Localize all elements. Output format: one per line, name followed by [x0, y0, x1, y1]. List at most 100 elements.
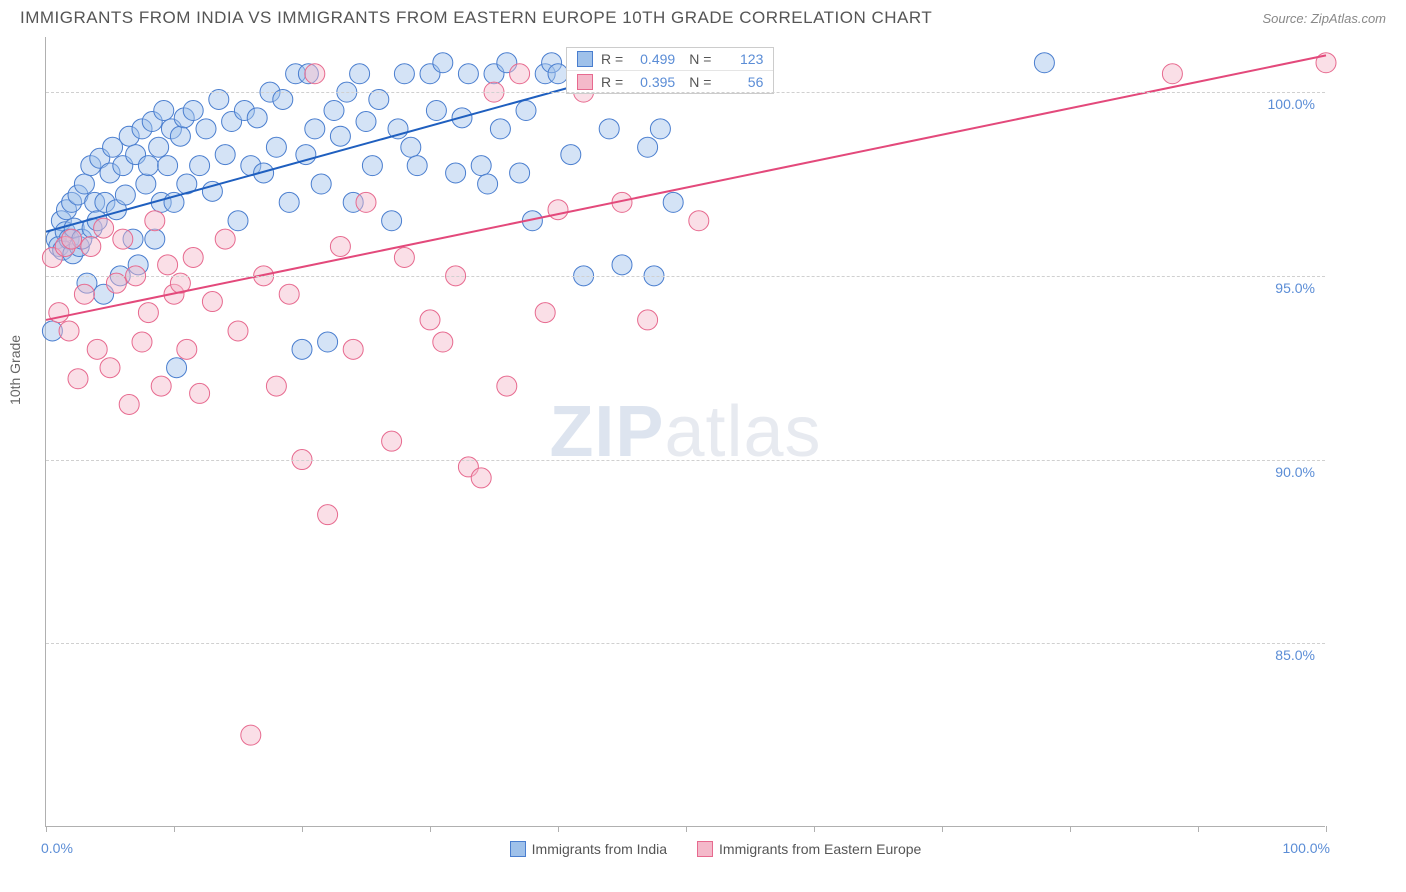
scatter-point	[612, 255, 632, 275]
scatter-point	[279, 284, 299, 304]
legend-item: Immigrants from Eastern Europe	[697, 841, 921, 857]
scatter-point	[433, 53, 453, 73]
y-axis-label: 10th Grade	[7, 335, 23, 405]
scatter-point	[497, 376, 517, 396]
scatter-point	[151, 376, 171, 396]
scatter-point	[426, 100, 446, 120]
legend-n-label: N =	[689, 51, 711, 67]
scatter-point	[382, 431, 402, 451]
scatter-svg	[46, 37, 1325, 826]
scatter-point	[1162, 64, 1182, 84]
scatter-point	[548, 64, 568, 84]
gridline	[46, 276, 1325, 277]
y-tick-label: 90.0%	[1275, 464, 1315, 480]
scatter-point	[356, 192, 376, 212]
x-tick	[46, 826, 47, 832]
legend-n-label: N =	[689, 74, 711, 90]
legend-row: R =0.499N =123	[567, 48, 773, 70]
scatter-point	[638, 137, 658, 157]
gridline	[46, 92, 1325, 93]
scatter-point	[305, 64, 325, 84]
scatter-point	[119, 394, 139, 414]
scatter-point	[490, 119, 510, 139]
x-tick	[1326, 826, 1327, 832]
scatter-point	[62, 229, 82, 249]
scatter-point	[266, 376, 286, 396]
y-tick-label: 95.0%	[1275, 280, 1315, 296]
source-label: Source: ZipAtlas.com	[1262, 11, 1386, 26]
scatter-point	[478, 174, 498, 194]
x-tick	[430, 826, 431, 832]
legend-r-label: R =	[601, 51, 623, 67]
scatter-point	[330, 236, 350, 256]
scatter-point	[115, 185, 135, 205]
scatter-point	[149, 137, 169, 157]
scatter-point	[158, 255, 178, 275]
legend-item: Immigrants from India	[510, 841, 667, 857]
scatter-point	[136, 174, 156, 194]
legend-swatch	[697, 841, 713, 857]
scatter-point	[138, 156, 158, 176]
scatter-point	[394, 247, 414, 267]
legend-r-value: 0.499	[631, 51, 675, 67]
scatter-point	[87, 339, 107, 359]
scatter-point	[228, 321, 248, 341]
scatter-point	[154, 100, 174, 120]
scatter-point	[446, 163, 466, 183]
chart-title: IMMIGRANTS FROM INDIA VS IMMIGRANTS FROM…	[20, 8, 932, 28]
scatter-point	[158, 156, 178, 176]
scatter-point	[247, 108, 267, 128]
scatter-point	[433, 332, 453, 352]
scatter-point	[689, 211, 709, 231]
scatter-point	[458, 64, 478, 84]
scatter-point	[356, 112, 376, 132]
scatter-point	[113, 229, 133, 249]
scatter-point	[266, 137, 286, 157]
regression-line	[46, 55, 1326, 320]
scatter-point	[183, 247, 203, 267]
gridline	[46, 460, 1325, 461]
x-tick	[558, 826, 559, 832]
scatter-point	[68, 369, 88, 389]
legend-row: R =0.395N =56	[567, 70, 773, 93]
scatter-point	[324, 100, 344, 120]
x-tick	[174, 826, 175, 832]
scatter-point	[420, 310, 440, 330]
scatter-point	[318, 332, 338, 352]
x-tick	[942, 826, 943, 832]
scatter-point	[279, 192, 299, 212]
legend-series-name: Immigrants from Eastern Europe	[719, 841, 921, 857]
scatter-point	[190, 156, 210, 176]
header: IMMIGRANTS FROM INDIA VS IMMIGRANTS FROM…	[0, 0, 1406, 32]
scatter-point	[241, 725, 261, 745]
scatter-point	[183, 100, 203, 120]
scatter-point	[510, 163, 530, 183]
scatter-point	[407, 156, 427, 176]
legend-r-label: R =	[601, 74, 623, 90]
scatter-point	[330, 126, 350, 146]
plot-area: ZIPatlas R =0.499N =123R =0.395N =56 85.…	[45, 37, 1325, 827]
scatter-point	[561, 145, 581, 165]
scatter-point	[177, 339, 197, 359]
legend-swatch	[577, 74, 593, 90]
scatter-point	[535, 303, 555, 323]
legend-r-value: 0.395	[631, 74, 675, 90]
x-tick	[686, 826, 687, 832]
scatter-point	[516, 100, 536, 120]
scatter-point	[343, 339, 363, 359]
scatter-point	[311, 174, 331, 194]
scatter-point	[138, 303, 158, 323]
scatter-point	[196, 119, 216, 139]
scatter-point	[100, 358, 120, 378]
scatter-point	[1034, 53, 1054, 73]
correlation-legend: R =0.499N =123R =0.395N =56	[566, 47, 774, 94]
x-tick	[814, 826, 815, 832]
scatter-point	[167, 358, 187, 378]
scatter-point	[599, 119, 619, 139]
scatter-point	[305, 119, 325, 139]
scatter-point	[663, 192, 683, 212]
scatter-point	[132, 332, 152, 352]
y-tick-label: 85.0%	[1275, 647, 1315, 663]
chart-container: 10th Grade ZIPatlas R =0.499N =123R =0.3…	[45, 37, 1386, 827]
scatter-point	[228, 211, 248, 231]
